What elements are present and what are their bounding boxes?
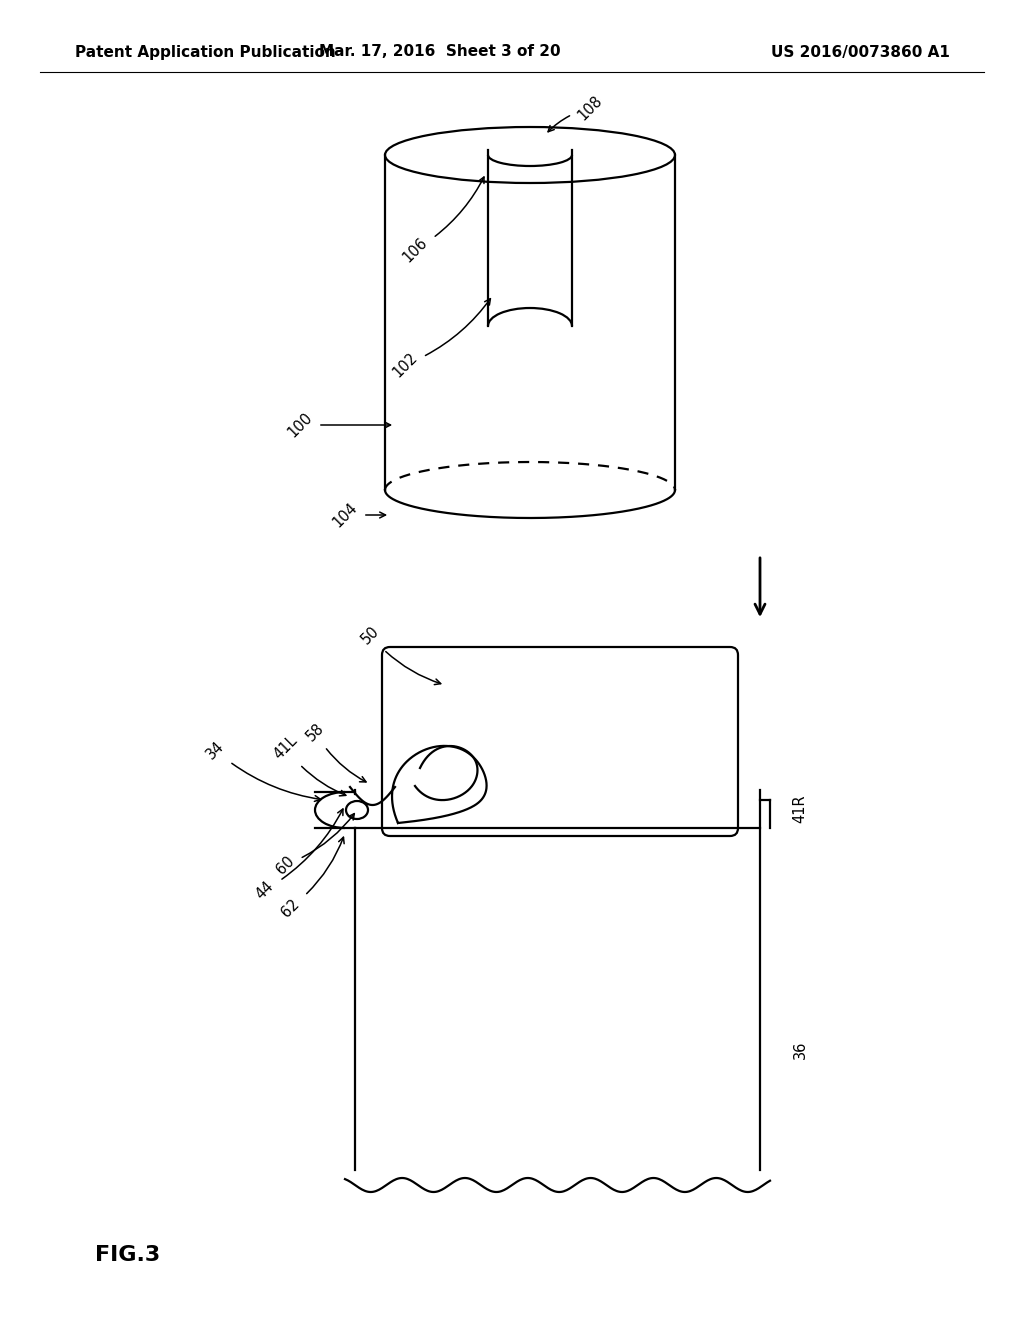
Text: 104: 104 — [330, 500, 385, 531]
Text: Patent Application Publication: Patent Application Publication — [75, 45, 336, 59]
Text: 102: 102 — [390, 298, 490, 380]
Text: FIG.3: FIG.3 — [95, 1245, 160, 1265]
Text: 106: 106 — [399, 177, 484, 265]
Text: 50: 50 — [358, 623, 440, 685]
Text: 34: 34 — [203, 738, 321, 801]
Text: 44: 44 — [253, 809, 343, 902]
Text: 36: 36 — [793, 1040, 808, 1059]
Text: Mar. 17, 2016  Sheet 3 of 20: Mar. 17, 2016 Sheet 3 of 20 — [319, 45, 561, 59]
Text: 41R: 41R — [793, 795, 808, 824]
Text: US 2016/0073860 A1: US 2016/0073860 A1 — [771, 45, 950, 59]
Text: 62: 62 — [279, 837, 344, 920]
Text: 41L: 41L — [270, 733, 346, 796]
Text: 108: 108 — [548, 92, 605, 132]
Text: 60: 60 — [273, 813, 354, 876]
Text: 58: 58 — [303, 721, 366, 781]
Text: 100: 100 — [285, 409, 390, 440]
